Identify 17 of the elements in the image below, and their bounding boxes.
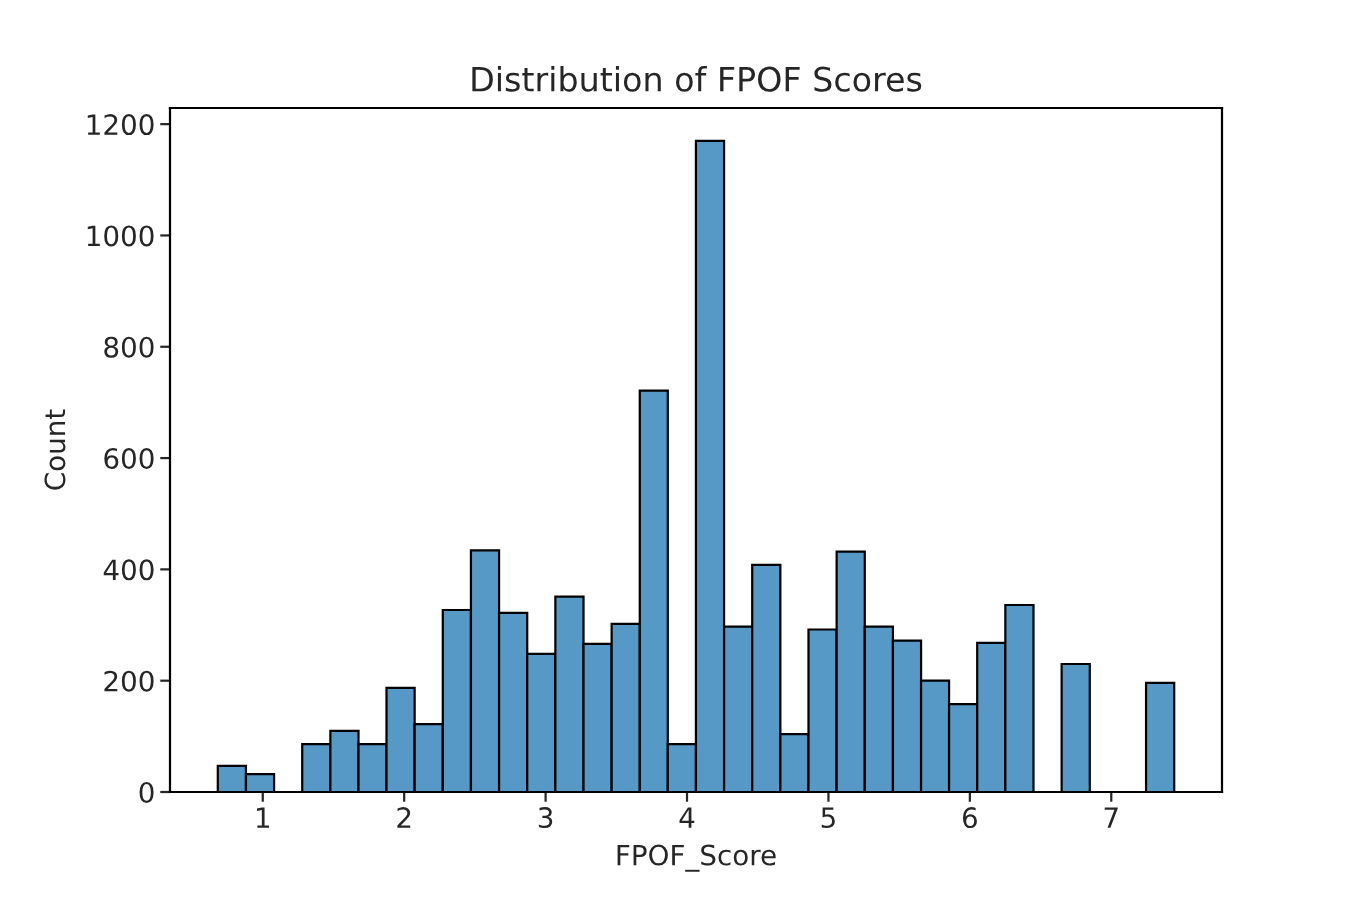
y-tick-label: 1000 <box>87 225 154 247</box>
x-axis-title: FPOF_Score <box>617 844 776 872</box>
x-tick-label: 7 <box>1104 807 1118 828</box>
y-tick-label: 600 <box>104 448 154 470</box>
y-tick-label: 800 <box>104 336 154 358</box>
x-tick-label: 2 <box>397 807 411 828</box>
y-tick-label: 0 <box>139 781 154 803</box>
x-tick-label: 1 <box>256 807 270 828</box>
x-tick-label: 3 <box>538 807 553 829</box>
y-tick-label: 1200 <box>87 114 154 136</box>
x-tick-label: 6 <box>962 807 977 829</box>
y-tick-label: 200 <box>104 670 154 692</box>
x-tick-label: 4 <box>679 807 695 828</box>
y-tick-label: 400 <box>103 559 154 581</box>
chart-title: Distribution of FPOF Scores <box>472 66 922 92</box>
y-axis-title: Count <box>44 409 66 490</box>
x-tick-label: 5 <box>821 807 835 829</box>
